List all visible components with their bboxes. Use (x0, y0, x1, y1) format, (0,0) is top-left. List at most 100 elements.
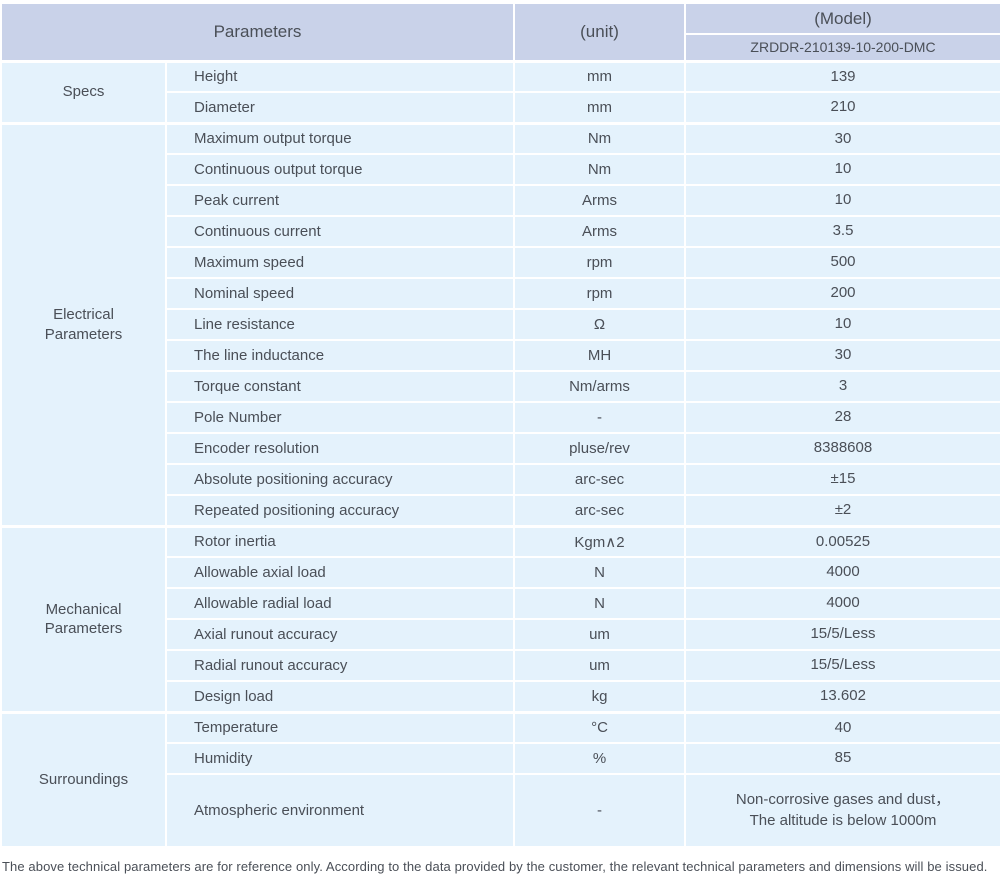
value-cell: 4000 (684, 556, 1000, 589)
value-cell: 210 (684, 91, 1000, 124)
unit-cell: rpm (513, 246, 686, 279)
header-model-row: ZRDDR-210139-10-200-DMC (1, 33, 1000, 62)
table-row: Axial runout accuracy um 15/5/Less (1, 618, 1000, 651)
param-name-cell: Encoder resolution (165, 432, 515, 465)
value-cell: 85 (684, 742, 1000, 775)
param-name-cell: Absolute positioning accuracy (165, 463, 515, 496)
footnote-text: The above technical parameters are for r… (2, 859, 988, 874)
table-row: Diameter mm 210 (1, 91, 1000, 124)
param-name-cell: The line inductance (165, 339, 515, 372)
value-cell: 15/5/Less (684, 618, 1000, 651)
unit-cell: mm (513, 91, 686, 124)
header-parameters: Parameters (0, 2, 515, 62)
unit-cell: Arms (513, 215, 686, 248)
unit-cell: Nm (513, 153, 686, 186)
unit-cell: um (513, 649, 686, 682)
value-cell: 500 (684, 246, 1000, 279)
header-row: Parameters (unit) (Model) (0, 2, 1000, 62)
param-name-cell: Maximum output torque (165, 121, 515, 155)
value-cell: 10 (684, 308, 1000, 341)
value-cell: 28 (684, 401, 1000, 434)
table-row: Allowable axial load N 4000 (1, 556, 1000, 589)
unit-cell: - (513, 773, 686, 848)
unit-cell: um (513, 618, 686, 651)
value-cell: Non-corrosive gases and dust， The altitu… (684, 773, 1000, 848)
unit-cell: Nm/arms (513, 370, 686, 403)
model-number: ZRDDR-210139-10-200-DMC (684, 33, 1000, 62)
section-label-specs: Specs (0, 59, 167, 124)
section-label-surroundings: Surroundings (0, 710, 167, 848)
table-row: Line resistance Ω 10 (1, 308, 1000, 341)
table-row: Allowable radial load N 4000 (1, 587, 1000, 620)
param-name-cell: Diameter (165, 91, 515, 124)
value-cell: 4000 (684, 587, 1000, 620)
table-row: Absolute positioning accuracy arc-sec ±1… (1, 463, 1000, 496)
unit-cell: MH (513, 339, 686, 372)
header-unit: (unit) (513, 2, 686, 62)
param-name-cell: Axial runout accuracy (165, 618, 515, 651)
value-cell: ±15 (684, 463, 1000, 496)
table-row: The line inductance MH 30 (1, 339, 1000, 372)
param-name-cell: Torque constant (165, 370, 515, 403)
unit-cell: pluse/rev (513, 432, 686, 465)
table-row: Atmospheric environment - Non-corrosive … (1, 773, 1000, 848)
table-row: Surroundings Temperature °C 40 (0, 710, 1000, 848)
param-name-cell: Humidity (165, 742, 515, 775)
header-model: (Model) (684, 2, 1000, 35)
param-name-cell: Peak current (165, 184, 515, 217)
param-name-cell: Pole Number (165, 401, 515, 434)
param-name-cell: Continuous current (165, 215, 515, 248)
param-name-cell: Nominal speed (165, 277, 515, 310)
section-label-mechanical: Mechanical Parameters (0, 524, 167, 713)
value-cell: 3 (684, 370, 1000, 403)
value-cell: 3.5 (684, 215, 1000, 248)
param-name-cell: Repeated positioning accuracy (165, 494, 515, 527)
value-cell: 10 (684, 184, 1000, 217)
unit-cell: Ω (513, 308, 686, 341)
table-row: Humidity % 85 (1, 742, 1000, 775)
value-cell: 40 (684, 710, 1000, 744)
section-label-electrical: Electrical Parameters (0, 121, 167, 527)
param-name-cell: Rotor inertia (165, 524, 515, 558)
table-row: Peak current Arms 10 (1, 184, 1000, 217)
param-name-cell: Design load (165, 680, 515, 713)
table-row: Specs Height mm 139 (0, 59, 1000, 124)
table-row: Continuous output torque Nm 10 (1, 153, 1000, 186)
unit-cell: N (513, 587, 686, 620)
unit-cell: - (513, 401, 686, 434)
param-name-cell: Allowable axial load (165, 556, 515, 589)
table-row: Maximum speed rpm 500 (1, 246, 1000, 279)
param-name-cell: Radial runout accuracy (165, 649, 515, 682)
param-name-cell: Allowable radial load (165, 587, 515, 620)
param-name-cell: Maximum speed (165, 246, 515, 279)
unit-cell: arc-sec (513, 494, 686, 527)
value-cell: ±2 (684, 494, 1000, 527)
unit-cell: mm (513, 59, 686, 93)
value-cell: 30 (684, 121, 1000, 155)
table-row: Nominal speed rpm 200 (1, 277, 1000, 310)
param-name-cell: Continuous output torque (165, 153, 515, 186)
table-row: Radial runout accuracy um 15/5/Less (1, 649, 1000, 682)
table-row: Electrical Parameters Maximum output tor… (0, 121, 1000, 527)
table-row: Mechanical Parameters Rotor inertia Kgm∧… (0, 524, 1000, 713)
unit-cell: Nm (513, 121, 686, 155)
unit-cell: °C (513, 710, 686, 744)
table-row: Repeated positioning accuracy arc-sec ±2 (1, 494, 1000, 527)
value-cell: 13.602 (684, 680, 1000, 713)
param-name-cell: Height (165, 59, 515, 93)
unit-cell: N (513, 556, 686, 589)
value-cell: 139 (684, 59, 1000, 93)
unit-cell: arc-sec (513, 463, 686, 496)
param-name-cell: Atmospheric environment (165, 773, 515, 848)
unit-cell: Arms (513, 184, 686, 217)
table-row: Encoder resolution pluse/rev 8388608 (1, 432, 1000, 465)
value-cell: 15/5/Less (684, 649, 1000, 682)
value-cell: 8388608 (684, 432, 1000, 465)
param-name-cell: Line resistance (165, 308, 515, 341)
table-row: Pole Number - 28 (1, 401, 1000, 434)
value-cell: 10 (684, 153, 1000, 186)
value-cell: 30 (684, 339, 1000, 372)
spec-table: Parameters (unit) (Model) ZRDDR-210139-1… (0, 2, 1000, 848)
unit-cell: % (513, 742, 686, 775)
